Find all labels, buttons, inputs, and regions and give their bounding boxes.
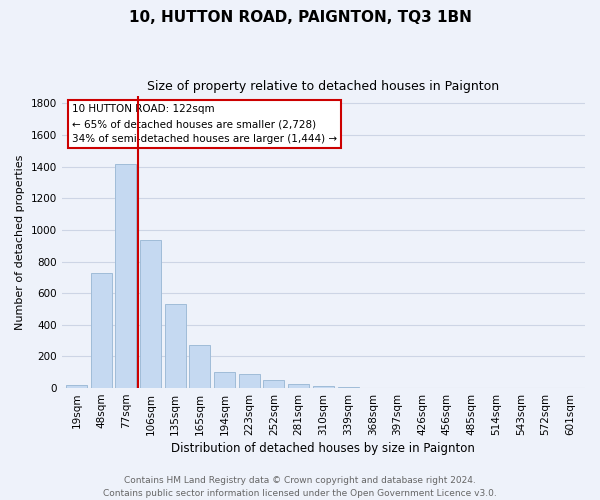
- Bar: [214, 372, 235, 388]
- Text: 10 HUTTON ROAD: 122sqm
← 65% of detached houses are smaller (2,728)
34% of semi-: 10 HUTTON ROAD: 122sqm ← 65% of detached…: [72, 104, 337, 144]
- Bar: [239, 374, 260, 388]
- Bar: [140, 240, 161, 388]
- Text: Contains HM Land Registry data © Crown copyright and database right 2024.
Contai: Contains HM Land Registry data © Crown c…: [103, 476, 497, 498]
- Bar: [288, 384, 309, 388]
- Bar: [190, 346, 211, 388]
- Bar: [115, 164, 136, 388]
- Bar: [313, 386, 334, 388]
- Text: 10, HUTTON ROAD, PAIGNTON, TQ3 1BN: 10, HUTTON ROAD, PAIGNTON, TQ3 1BN: [128, 10, 472, 25]
- Bar: [263, 380, 284, 388]
- Title: Size of property relative to detached houses in Paignton: Size of property relative to detached ho…: [147, 80, 499, 93]
- X-axis label: Distribution of detached houses by size in Paignton: Distribution of detached houses by size …: [172, 442, 475, 455]
- Bar: [66, 385, 87, 388]
- Y-axis label: Number of detached properties: Number of detached properties: [15, 154, 25, 330]
- Bar: [165, 304, 186, 388]
- Bar: [91, 272, 112, 388]
